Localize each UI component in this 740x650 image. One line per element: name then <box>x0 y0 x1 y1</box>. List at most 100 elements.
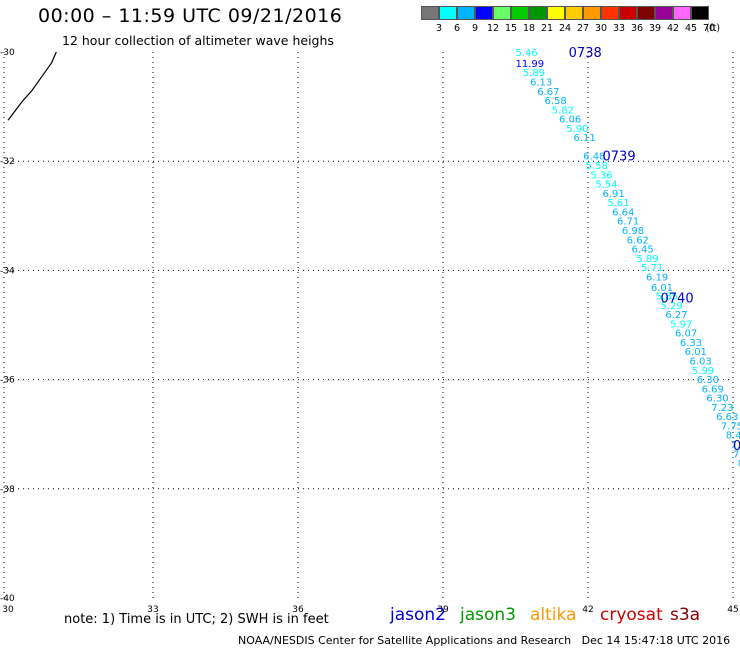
x-tick-label-33: 33 <box>147 605 158 615</box>
swh-value-42: 7.57 <box>733 449 740 460</box>
satellite-legend-jason3: jason3 <box>460 605 516 625</box>
legend-swatch-6 <box>439 6 457 20</box>
x-tick-label-45: 45 <box>727 605 738 615</box>
swh-value-20: 6.45 <box>632 245 654 256</box>
y-tick-label--38: -38 <box>0 485 15 495</box>
swh-value-31: 6.01 <box>685 347 707 358</box>
swh-value-40: 8.40 <box>726 431 740 442</box>
legend-swatch-70 <box>691 6 709 20</box>
legend-swatch-36 <box>619 6 637 20</box>
swh-value-39: 7.75 <box>721 421 740 432</box>
legend-label-36: 36 <box>630 23 644 34</box>
legend-swatch-27 <box>565 6 583 20</box>
x-tick-label-36: 36 <box>292 605 304 615</box>
satellite-legend-cryosat: cryosat <box>600 605 663 625</box>
swh-value-22: 5.71 <box>641 263 663 274</box>
footer-credit: NOAA/NESDIS Center for Satellite Applica… <box>238 634 731 647</box>
swh-value-17: 6.71 <box>617 217 639 228</box>
swh-value-16: 6.64 <box>612 207 634 218</box>
satellite-legend-altika: altika <box>530 605 577 625</box>
swh-value-36: 6.30 <box>706 394 728 405</box>
swh-value-15: 5.61 <box>607 198 629 209</box>
legend-label-42: 42 <box>666 23 680 34</box>
legend-label-15: 15 <box>504 23 518 34</box>
swh-value-2: 5.89 <box>523 68 545 79</box>
y-tick-label--34: -34 <box>0 266 15 276</box>
y-tick-label--40: -40 <box>0 594 15 604</box>
swh-value-5: 6.58 <box>545 96 567 107</box>
legend-swatch-18 <box>511 6 529 20</box>
swh-value-13: 5.54 <box>595 180 617 191</box>
satellite-legend-jason2: jason2 <box>390 605 446 625</box>
track-time-label-0: 0738 <box>569 46 602 61</box>
legend-label-6: 6 <box>453 23 461 34</box>
legend-unit: (ft) <box>705 23 721 34</box>
swh-value-8: 5.90 <box>566 124 588 135</box>
x-tick-label-42: 42 <box>582 605 593 615</box>
swh-value-11: 5.58 <box>586 161 608 172</box>
swh-value-28: 5.97 <box>670 319 692 330</box>
swh-value-21: 5.89 <box>636 254 658 265</box>
legend-swatch-45 <box>673 6 691 20</box>
swh-value-25: 5.85 <box>656 292 678 303</box>
legend-swatch-15 <box>493 6 511 20</box>
swh-value-37: 7.23 <box>711 403 733 414</box>
legend-label-45: 45 <box>684 23 698 34</box>
legend-label-39: 39 <box>648 23 662 34</box>
legend-swatch-30 <box>583 6 601 20</box>
swh-value-12: 5.36 <box>590 170 612 181</box>
legend-swatch-21 <box>529 6 547 20</box>
swh-value-32: 6.03 <box>690 356 712 367</box>
legend-swatch-12 <box>475 6 493 20</box>
swh-value-0: 5.46 <box>516 48 538 59</box>
swh-value-26: 5.29 <box>661 301 683 312</box>
swh-value-41: 7.71 <box>731 440 740 451</box>
swh-value-4: 6.67 <box>537 87 559 98</box>
swh-value-23: 6.19 <box>646 272 668 283</box>
swh-value-38: 6.63 <box>716 412 738 423</box>
swh-value-34: 6.30 <box>697 375 719 386</box>
legend-label-9: 9 <box>471 23 479 34</box>
swh-value-33: 5.99 <box>692 366 714 377</box>
page-subtitle: 12 hour collection of altimeter wave hei… <box>62 33 334 48</box>
note-text: note: 1) Time is in UTC; 2) SWH is in fe… <box>64 612 329 627</box>
swh-value-6: 5.82 <box>552 105 574 116</box>
coastline <box>7 51 57 121</box>
legend-swatch-9 <box>457 6 475 20</box>
track-time-label-2: 0740 <box>661 292 694 307</box>
swh-value-27: 6.27 <box>665 310 687 321</box>
swh-value-18: 6.98 <box>622 226 644 237</box>
legend-label-12: 12 <box>486 23 500 34</box>
swh-value-43: 8.1 <box>738 459 740 470</box>
legend-swatch-24 <box>547 6 565 20</box>
legend-swatch-33 <box>601 6 619 20</box>
legend-label-18: 18 <box>522 23 536 34</box>
track-time-label-3: 0 <box>733 439 740 454</box>
legend-swatch-39 <box>637 6 655 20</box>
swh-value-24: 6.01 <box>651 283 673 294</box>
y-tick-label--36: -36 <box>0 376 15 386</box>
page-title: 00:00 – 11:59 UTC 09/21/2016 <box>38 5 343 27</box>
legend-swatch-3 <box>421 6 439 20</box>
swh-value-3: 6.13 <box>530 77 552 88</box>
y-tick-label--30: -30 <box>0 48 15 58</box>
legend-label-21: 21 <box>540 23 554 34</box>
x-tick-label-39: 39 <box>437 605 449 615</box>
x-tick-label-30: 30 <box>2 605 14 615</box>
legend-label-24: 24 <box>558 23 572 34</box>
satellite-legend-s3a: s3a <box>670 605 701 625</box>
legend-label-3: 3 <box>435 23 443 34</box>
swh-value-7: 6.06 <box>559 115 581 126</box>
swh-value-19: 6.62 <box>627 235 649 246</box>
y-tick-label--32: -32 <box>0 157 15 167</box>
swh-value-35: 6.69 <box>702 384 724 395</box>
legend-label-70: 70 <box>702 23 716 34</box>
swh-value-29: 6.07 <box>675 329 697 340</box>
track-time-label-1: 0739 <box>603 150 636 165</box>
swh-value-1: 11.99 <box>516 59 545 70</box>
swh-value-14: 6.91 <box>603 189 625 200</box>
legend-label-27: 27 <box>576 23 590 34</box>
legend-swatch-42 <box>655 6 673 20</box>
swh-value-30: 6.33 <box>680 338 702 349</box>
